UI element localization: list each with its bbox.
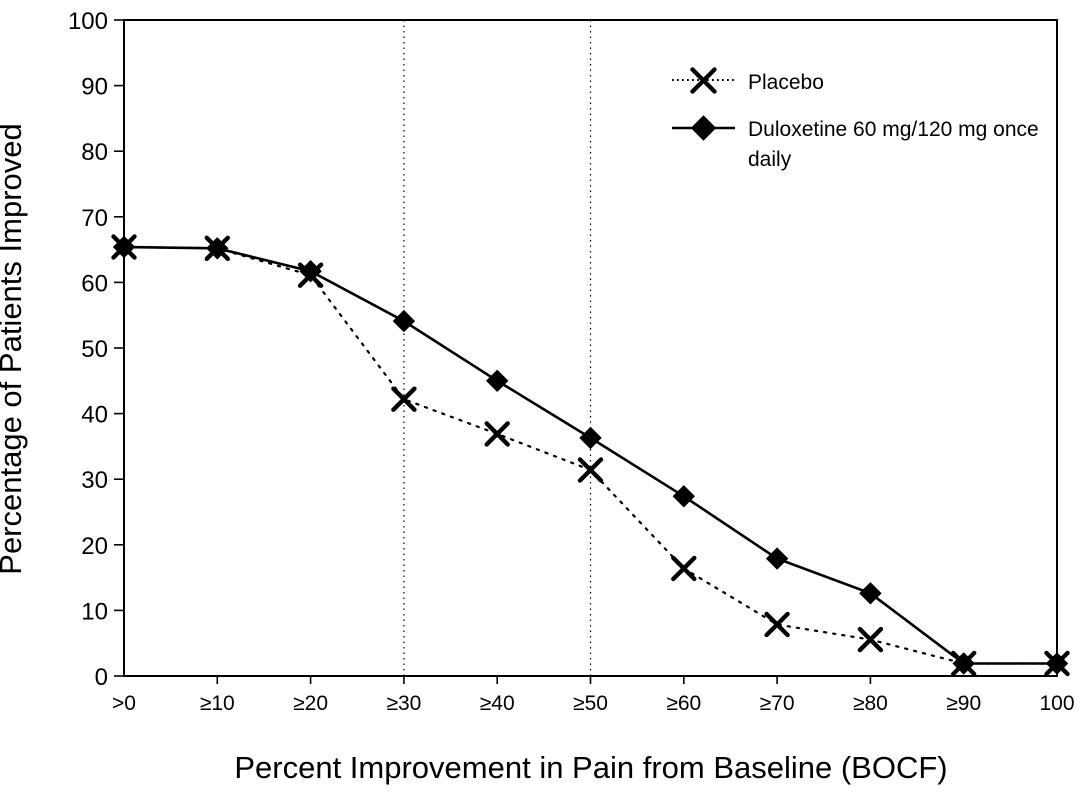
svg-text:≥90: ≥90 [946, 692, 981, 715]
svg-text:60: 60 [81, 270, 108, 297]
svg-text:Placebo: Placebo [748, 71, 824, 94]
svg-text:Duloxetine 60 mg/120 mg once: Duloxetine 60 mg/120 mg once [748, 118, 1039, 141]
svg-text:≥60: ≥60 [666, 692, 701, 715]
svg-text:90: 90 [81, 74, 108, 101]
svg-text:≥30: ≥30 [386, 692, 421, 715]
svg-text:≥70: ≥70 [760, 692, 795, 715]
svg-text:≥10: ≥10 [200, 692, 235, 715]
svg-text:20: 20 [81, 533, 108, 560]
svg-text:daily: daily [748, 148, 792, 171]
svg-text:0: 0 [95, 664, 108, 691]
svg-text:100: 100 [1039, 692, 1074, 715]
svg-text:≥40: ≥40 [480, 692, 515, 715]
svg-text:40: 40 [81, 402, 108, 429]
svg-text:≥20: ≥20 [293, 692, 328, 715]
svg-text:80: 80 [81, 139, 108, 166]
svg-text:70: 70 [81, 205, 108, 232]
svg-text:>0: >0 [112, 692, 136, 715]
svg-text:10: 10 [81, 598, 108, 625]
svg-text:100: 100 [68, 8, 108, 35]
svg-text:50: 50 [81, 336, 108, 363]
svg-text:Percentage of Patients Improve: Percentage of Patients Improved [0, 123, 28, 574]
svg-text:≥80: ≥80 [853, 692, 888, 715]
svg-text:30: 30 [81, 467, 108, 494]
svg-text:Percent Improvement in Pain fr: Percent Improvement in Pain from Baselin… [234, 750, 947, 785]
svg-text:≥50: ≥50 [573, 692, 608, 715]
